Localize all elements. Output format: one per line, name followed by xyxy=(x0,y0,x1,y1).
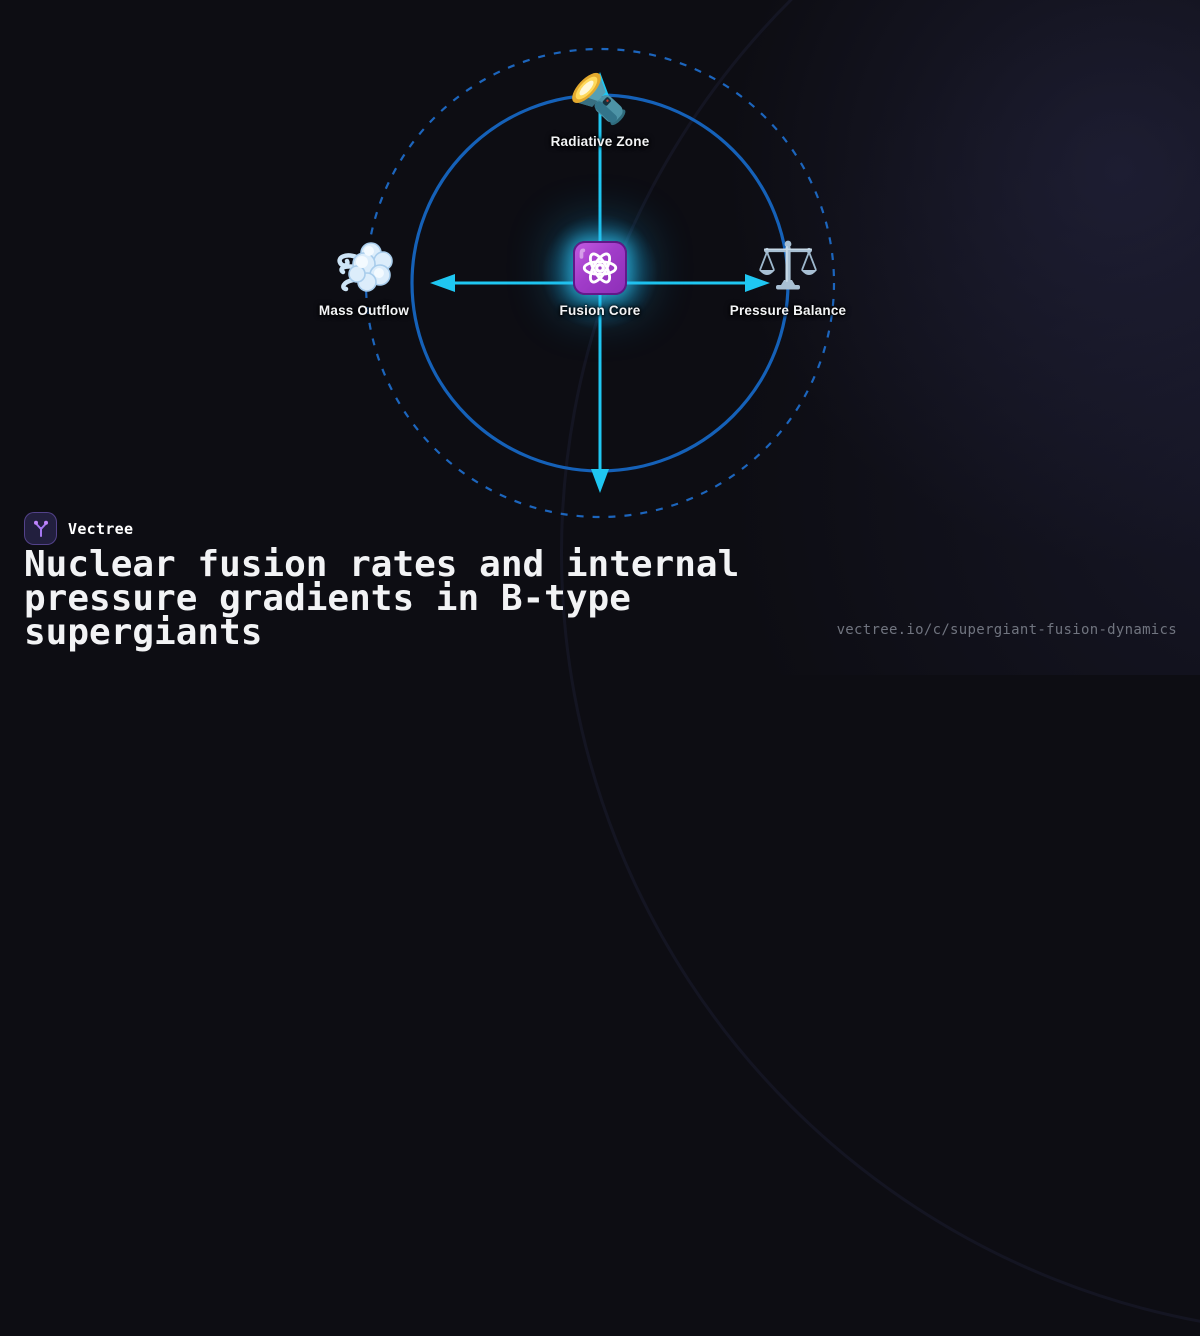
title-line-3: supergiants xyxy=(24,612,263,653)
flashlight-icon xyxy=(572,72,626,126)
page-title: Nuclear fusion rates and internal pressu… xyxy=(24,544,740,653)
title-line-2: pressure gradients in B-type xyxy=(24,578,631,619)
node-label-radiative-zone: Radiative Zone xyxy=(550,134,650,149)
title-line-1: Nuclear fusion rates and internal xyxy=(24,544,740,585)
outer-dashed-orbit xyxy=(364,47,836,519)
balance-scale-icon xyxy=(759,240,817,290)
vectree-branch-icon xyxy=(33,520,48,537)
node-label-mass-outflow: Mass Outflow xyxy=(318,303,410,318)
atom-icon xyxy=(573,241,627,295)
brand-name: Vectree xyxy=(68,519,134,538)
page-url: vectree.io/c/supergiant-fusion-dynamics xyxy=(836,622,1177,638)
wind-cloud-icon xyxy=(337,242,393,292)
node-label-pressure-balance: Pressure Balance xyxy=(729,303,847,318)
brand-row: Vectree xyxy=(24,512,133,545)
vectree-logo xyxy=(24,512,57,545)
arrow-down xyxy=(591,283,609,493)
node-label-fusion-core: Fusion Core xyxy=(559,303,641,318)
